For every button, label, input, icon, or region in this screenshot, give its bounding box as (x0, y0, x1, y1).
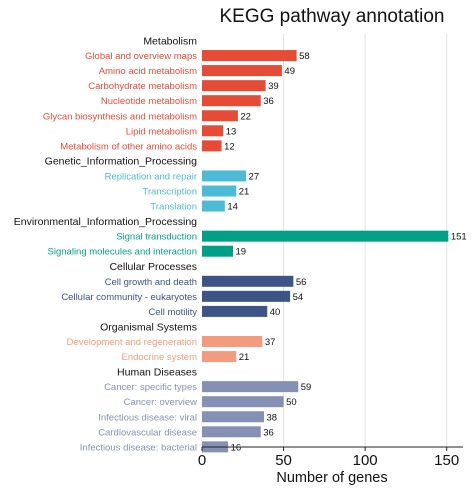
value-label: 19 (235, 247, 246, 258)
value-label: 27 (249, 171, 260, 182)
category-label: Carbohydrate metabolism (88, 81, 197, 92)
value-label: 21 (239, 187, 250, 198)
bar (202, 305, 268, 317)
value-label: 50 (286, 397, 297, 408)
bar (202, 95, 261, 107)
category-label: Cancer: overview (124, 397, 198, 408)
category-label: Transcription (142, 187, 197, 198)
value-label: 16 (231, 442, 242, 453)
x-axis-ticks: 0 50 100 150 (198, 447, 459, 469)
group-label: Genetic_Information_Processing (45, 156, 197, 168)
value-label: 58 (299, 51, 310, 62)
value-label: 56 (296, 277, 307, 288)
value-label: 14 (227, 202, 238, 213)
value-label: 151 (451, 232, 467, 243)
bar (202, 230, 449, 242)
x-tick-label: 0 (198, 452, 206, 469)
bar (202, 50, 297, 62)
bar (202, 65, 282, 77)
bar (202, 110, 238, 122)
category-label: Endocrine system (121, 352, 197, 363)
chart-rows: Metabolism Global and overview maps 58 Amin… (14, 35, 467, 453)
x-tick-label: 100 (353, 452, 378, 469)
bar (202, 245, 233, 257)
group-label: Environmental_Information_Processing (14, 216, 197, 228)
x-tick-label: 150 (434, 452, 459, 469)
bar (202, 170, 247, 182)
value-label: 54 (293, 292, 304, 303)
value-label: 49 (284, 66, 295, 77)
value-label: 59 (301, 382, 312, 393)
bar (202, 396, 284, 408)
bar (202, 426, 261, 438)
category-label: Nucleotide metabolism (101, 96, 197, 107)
category-label: Development and regeneration (67, 337, 197, 348)
category-label: Cell growth and death (105, 277, 197, 288)
value-label: 39 (268, 81, 279, 92)
category-label: Global and overview maps (85, 51, 197, 62)
category-label: Signal transduction (116, 232, 197, 243)
group-label: Cellular Processes (109, 261, 197, 273)
bar (202, 275, 294, 287)
value-label: 40 (270, 307, 281, 318)
bar (202, 185, 237, 197)
group-label: Organismal Systems (100, 321, 197, 333)
category-label: Replication and repair (105, 171, 197, 182)
category-label: Signaling molecules and interaction (48, 247, 197, 258)
chart-title: KEGG pathway annotation (220, 6, 445, 27)
bar (202, 290, 291, 302)
category-label: Cancer: specific types (104, 382, 197, 393)
bar (202, 411, 264, 423)
value-label: 36 (263, 427, 274, 438)
value-label: 38 (266, 412, 277, 423)
category-label: Metabolism of other amino acids (60, 141, 197, 152)
bar (202, 351, 237, 363)
category-label: Cell motility (148, 307, 197, 318)
category-label: Translation (150, 202, 197, 213)
bar (202, 125, 224, 137)
category-label: Infectious disease: viral (98, 412, 197, 423)
bar (202, 336, 263, 347)
group-label: Metabolism (143, 35, 197, 47)
x-tick-label: 50 (275, 452, 292, 469)
category-label: Infectious disease: bacterial (80, 442, 197, 453)
category-label: Amino acid metabolism (99, 66, 197, 77)
bar (202, 381, 299, 393)
value-label: 13 (226, 126, 237, 137)
bar (202, 200, 225, 212)
bar (202, 140, 222, 152)
bar (202, 80, 266, 92)
value-label: 37 (265, 337, 276, 348)
category-label: Glycan biosynthesis and metabolism (43, 111, 197, 122)
x-axis-label: Number of genes (276, 470, 387, 486)
value-label: 12 (224, 141, 235, 152)
category-label: Lipid metabolism (126, 126, 197, 137)
category-label: Cardiovascular disease (98, 427, 197, 438)
group-label: Human Diseases (117, 366, 197, 378)
value-label: 21 (239, 352, 250, 363)
value-label: 22 (240, 111, 251, 122)
value-label: 36 (263, 96, 274, 107)
category-label: Cellular community - eukaryotes (61, 292, 197, 303)
